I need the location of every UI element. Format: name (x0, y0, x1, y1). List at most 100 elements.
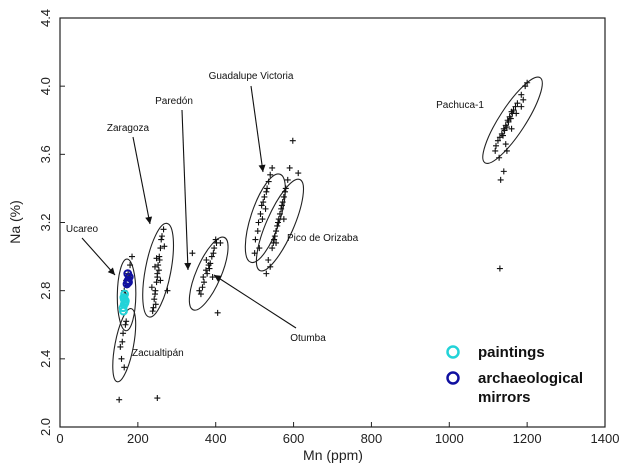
source-ellipse (116, 258, 137, 332)
reference-point (255, 219, 262, 226)
reference-point (155, 262, 162, 269)
reference-point (207, 260, 214, 267)
reference-point (259, 216, 266, 223)
reference-point (280, 216, 287, 223)
reference-point (514, 100, 521, 107)
reference-point (262, 205, 269, 212)
reference-point (505, 118, 512, 125)
annotation-arrowhead (145, 216, 153, 224)
source-ellipse (142, 222, 175, 318)
x-axis-title: Mn (ppm) (303, 447, 363, 463)
reference-point (212, 236, 219, 243)
y-tick-label: 2.0 (38, 418, 53, 436)
source-ellipses (112, 76, 543, 383)
painting-points (118, 289, 130, 316)
reference-point (120, 330, 127, 337)
reference-point (274, 222, 281, 229)
reference-point (263, 188, 270, 195)
reference-point (264, 185, 271, 192)
reference-point (160, 226, 167, 233)
reference-point (152, 301, 159, 308)
reference-point (279, 199, 286, 206)
reference-point (518, 91, 525, 98)
source-ellipse (482, 76, 543, 164)
reference-point (286, 164, 293, 171)
reference-point (123, 318, 130, 325)
reference-point (280, 193, 287, 200)
y-tick-label: 3.6 (38, 145, 53, 163)
legend-mirrors-label-line2: mirrors (478, 389, 531, 406)
reference-point (501, 127, 508, 134)
mirror-point (124, 277, 133, 287)
reference-point (257, 210, 264, 217)
reference-point (496, 265, 503, 272)
reference-point (261, 193, 268, 200)
reference-point (158, 233, 165, 240)
annotation-arrow-line (132, 136, 151, 225)
annotation-arrowhead (214, 275, 222, 282)
x-tick-label: 600 (283, 431, 305, 446)
reference-point (153, 279, 160, 286)
reference-point (265, 178, 272, 185)
x-tick-label: 200 (127, 431, 149, 446)
annotation-arrow-line (250, 85, 264, 173)
reference-point (251, 250, 258, 257)
reference-point (494, 137, 501, 144)
reference-point (217, 239, 224, 246)
source-label: Pico de Orizaba (287, 233, 359, 244)
reference-point (524, 79, 531, 86)
reference-point (203, 256, 210, 263)
legend-mirrors-label-line1: archaeological (478, 370, 583, 387)
reference-point (275, 219, 281, 226)
annotation-arrow-line (213, 274, 297, 329)
reference-point (510, 107, 517, 114)
x-tick-label: 1000 (435, 431, 464, 446)
reference-point (496, 154, 503, 161)
x-tick-label: 0 (56, 431, 63, 446)
reference-point (278, 202, 285, 209)
reference-point (164, 287, 171, 294)
reference-point (500, 132, 507, 139)
reference-point (276, 210, 283, 217)
source-label: Pachuca-1 (436, 100, 484, 111)
painting-point (120, 289, 130, 299)
source-ellipse (112, 308, 137, 383)
reference-point (118, 355, 125, 362)
reference-point (206, 265, 213, 272)
reference-point (197, 291, 204, 298)
reference-point (122, 321, 129, 328)
reference-point (150, 304, 157, 311)
source-label: Zaragoza (107, 123, 150, 134)
reference-point (199, 284, 206, 291)
reference-point (209, 274, 216, 281)
reference-point (148, 284, 155, 291)
legend: paintings archaeological mirrors (446, 344, 583, 406)
reference-point (269, 164, 276, 171)
reference-point (204, 270, 211, 277)
reference-point (295, 170, 302, 177)
reference-point (496, 134, 503, 141)
reference-point (117, 343, 124, 350)
reference-point (518, 103, 525, 110)
reference-point (256, 245, 263, 252)
reference-point (497, 176, 504, 183)
reference-point (269, 245, 276, 252)
reference-point (153, 255, 160, 262)
source-label: Ucareo (66, 224, 99, 235)
reference-point (129, 253, 136, 260)
reference-point (513, 110, 520, 117)
reference-point (507, 115, 514, 122)
legend-mirrors-marker (446, 371, 460, 385)
reference-point (522, 83, 529, 90)
reference-point (271, 233, 278, 240)
reference-point (260, 199, 267, 206)
plot-area-frame (59, 17, 606, 428)
reference-point (157, 245, 164, 252)
reference-point (116, 396, 123, 403)
y-axis-title: Na (%) (7, 200, 23, 244)
source-ellipse (244, 173, 286, 264)
reference-point (151, 291, 158, 298)
y-tick-label: 3.2 (38, 213, 53, 231)
y-tick-label: 2.4 (38, 350, 53, 368)
